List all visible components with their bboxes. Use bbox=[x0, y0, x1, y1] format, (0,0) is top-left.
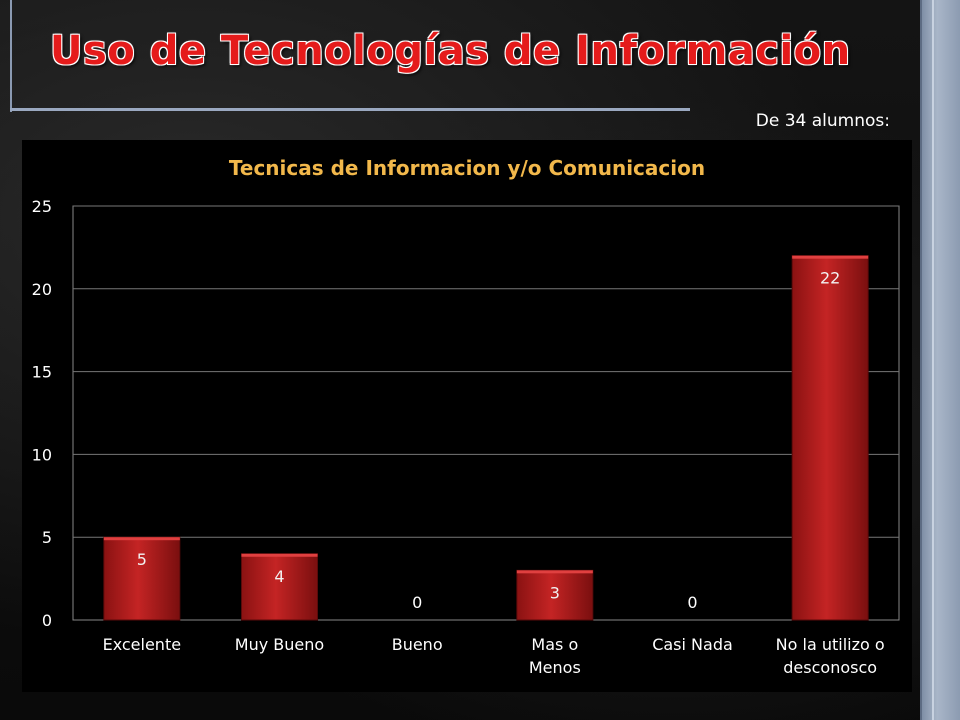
bar-value-label: 3 bbox=[550, 583, 560, 602]
x-tick-label-line: Mas o bbox=[531, 635, 578, 654]
bar-value-label: 0 bbox=[412, 593, 422, 612]
x-tick-label: Mas o Menos bbox=[529, 635, 581, 677]
chart-title: Tecnicas de Informacion y/o Comunicacion bbox=[228, 156, 706, 180]
decor-vertical-line bbox=[10, 0, 12, 112]
x-tick-label: No la utilizo o desconosco bbox=[776, 635, 885, 677]
x-tick-label-line: Bueno bbox=[392, 635, 443, 654]
bar bbox=[791, 255, 869, 621]
y-tick-label: 15 bbox=[32, 363, 52, 382]
plot-area bbox=[72, 205, 900, 621]
slide-title: Uso de Tecnologías de Información bbox=[50, 28, 851, 74]
x-tick-label-line: Excelente bbox=[103, 635, 181, 654]
x-tick-label-line: Menos bbox=[529, 658, 581, 677]
x-tick-label: Bueno bbox=[392, 635, 443, 654]
x-tick-label-line: Casi Nada bbox=[652, 635, 733, 654]
bar-value-label: 22 bbox=[820, 269, 840, 288]
y-tick-label: 10 bbox=[32, 445, 52, 464]
bar-top-highlight bbox=[516, 570, 593, 574]
bar-top-highlight bbox=[792, 255, 869, 259]
y-tick-label: 25 bbox=[32, 197, 52, 216]
x-tick-label: Casi Nada bbox=[652, 635, 733, 654]
y-tick-label: 5 bbox=[42, 528, 52, 547]
x-tick-label-line: No la utilizo o bbox=[776, 635, 885, 654]
y-tick-label: 20 bbox=[32, 280, 52, 299]
decor-right-strip bbox=[920, 0, 960, 720]
x-tick-label: Muy Bueno bbox=[235, 635, 324, 654]
bar-chart: Tecnicas de Informacion y/o Comunicacion… bbox=[22, 140, 912, 692]
x-tick-label-line: desconosco bbox=[783, 658, 877, 677]
bar-top-highlight bbox=[241, 553, 318, 557]
bar bbox=[516, 569, 594, 621]
bar-value-label: 5 bbox=[137, 550, 147, 569]
bar bbox=[241, 553, 318, 621]
slide-subtitle: De 34 alumnos: bbox=[755, 111, 890, 131]
bar-value-label: 0 bbox=[687, 593, 697, 612]
bar-top-highlight bbox=[103, 537, 180, 541]
bar bbox=[103, 536, 181, 621]
bar-value-label: 4 bbox=[274, 567, 284, 586]
x-tick-label: Excelente bbox=[103, 635, 181, 654]
chart-svg: 0 5 10 15 20 25 5 Excelente 4 Muy Bueno 0 Bueno 3 Mas… bbox=[32, 197, 900, 677]
x-tick-label-line: Muy Bueno bbox=[235, 635, 324, 654]
decor-horizontal-line bbox=[10, 108, 690, 111]
y-tick-label: 0 bbox=[42, 611, 52, 630]
